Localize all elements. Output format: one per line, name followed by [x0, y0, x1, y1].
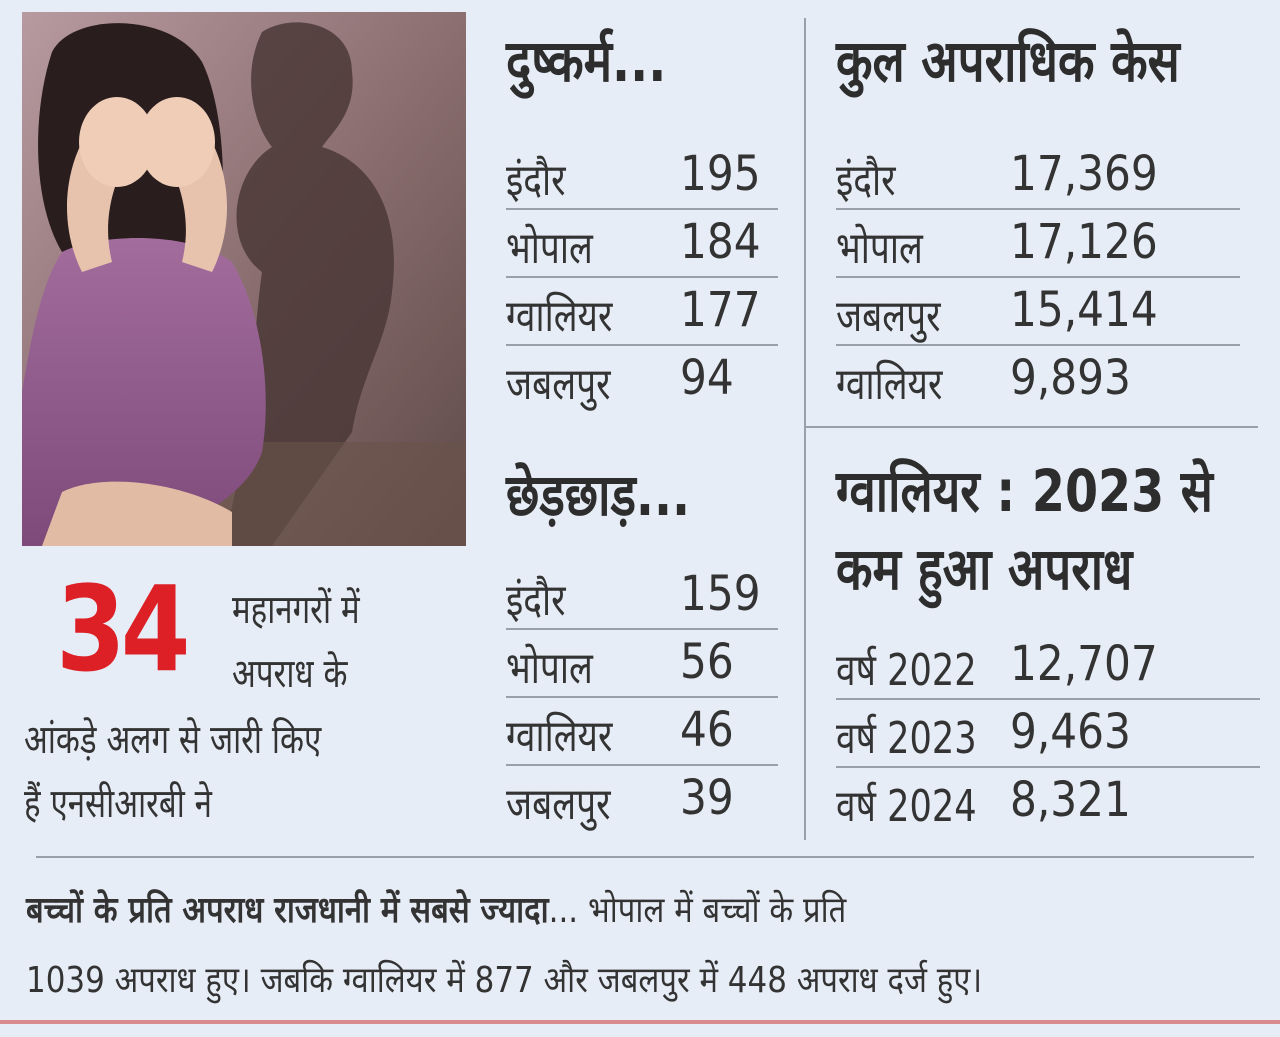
gwalior-trend-heading-line-1: ग्वालियर : 2023 से [836, 457, 1213, 525]
case-count: 39 [680, 770, 734, 826]
footer-highlight: बच्चों के प्रति अपराध राजधानी में सबसे ज… [26, 890, 549, 931]
ncrb-city-count: 34 [56, 560, 190, 698]
table-row: वर्ष 2024 8,321 [836, 768, 1260, 834]
city-name: जबलपुर [506, 779, 611, 830]
year-label: वर्ष 2022 [836, 645, 977, 696]
city-name: भोपाल [506, 223, 593, 274]
case-count: 159 [680, 566, 761, 622]
case-count: 17,126 [1010, 214, 1158, 270]
table-row: जबलपुर 94 [506, 346, 778, 412]
case-count: 177 [680, 282, 761, 338]
city-name: इंदौर [506, 155, 566, 206]
case-count: 94 [680, 350, 734, 406]
table-row: ग्वालियर 177 [506, 278, 778, 346]
table-row: इंदौर 159 [506, 562, 778, 630]
year-label: वर्ष 2023 [836, 713, 977, 764]
table-row: इंदौर 195 [506, 142, 778, 210]
case-count: 15,414 [1010, 282, 1158, 338]
table-row: वर्ष 2022 12,707 [836, 632, 1260, 700]
stat-text-line-2: अपराध के [232, 651, 348, 697]
city-name: भोपाल [506, 643, 593, 694]
case-count: 56 [680, 634, 734, 690]
case-count: 8,321 [1010, 772, 1131, 828]
table-row: ग्वालियर 9,893 [836, 346, 1240, 412]
footer-line-2: 1039 अपराध हुए। जबकि ग्वालियर में 877 और… [26, 960, 983, 1001]
molestation-heading: छेड़छाड़... [506, 461, 691, 529]
case-count: 9,893 [1010, 350, 1131, 406]
table-row: भोपाल 56 [506, 630, 778, 698]
city-name: जबलपुर [506, 359, 611, 410]
city-name: भोपाल [836, 223, 923, 274]
footer-text: ... भोपाल में बच्चों के प्रति [548, 890, 847, 931]
total-cases-heading: कुल अपराधिक केस [836, 27, 1180, 95]
city-name: इंदौर [506, 575, 566, 626]
bottom-accent-rule [0, 1020, 1280, 1024]
case-count: 9,463 [1010, 704, 1131, 760]
city-name: ग्वालियर [506, 711, 613, 762]
table-row: जबलपुर 39 [506, 766, 778, 832]
section-divider [806, 426, 1258, 428]
vertical-divider [804, 18, 806, 840]
footer-line-1: बच्चों के प्रति अपराध राजधानी में सबसे ज… [26, 884, 846, 933]
rape-heading: दुष्कर्म... [506, 27, 667, 95]
city-name: जबलपुर [836, 291, 941, 342]
table-row: ग्वालियर 46 [506, 698, 778, 766]
crime-illustration-image [22, 12, 466, 546]
case-count: 17,369 [1010, 146, 1158, 202]
case-count: 184 [680, 214, 761, 270]
city-name: ग्वालियर [836, 359, 943, 410]
case-count: 46 [680, 702, 734, 758]
case-count: 195 [680, 146, 761, 202]
footer-divider [36, 856, 1254, 858]
table-row: भोपाल 184 [506, 210, 778, 278]
stat-text-line-3: आंकड़े अलग से जारी किए [24, 717, 322, 763]
table-row: इंदौर 17,369 [836, 142, 1240, 210]
table-row: वर्ष 2023 9,463 [836, 700, 1260, 768]
city-name: इंदौर [836, 155, 896, 206]
stat-text-line-4: हैं एनसीआरबी ने [24, 781, 213, 827]
year-label: वर्ष 2024 [836, 781, 977, 832]
table-row: भोपाल 17,126 [836, 210, 1240, 278]
case-count: 12,707 [1010, 636, 1158, 692]
gwalior-trend-heading-line-2: कम हुआ अपराध [836, 535, 1133, 603]
city-name: ग्वालियर [506, 291, 613, 342]
table-row: जबलपुर 15,414 [836, 278, 1240, 346]
stat-text-line-1: महानगरों में [232, 587, 360, 633]
